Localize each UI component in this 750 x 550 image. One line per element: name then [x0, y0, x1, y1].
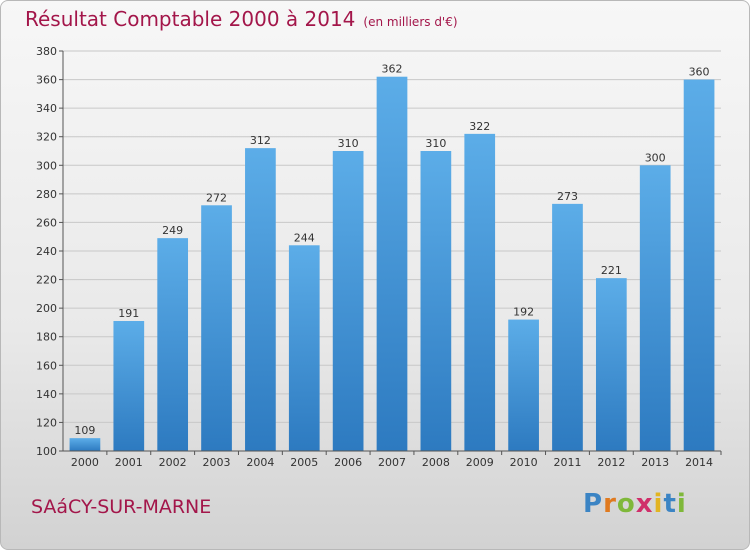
y-tick-label: 260	[36, 216, 57, 229]
y-tick-label: 240	[36, 245, 57, 258]
y-tick-label: 220	[36, 274, 57, 287]
data-label: 221	[601, 264, 622, 277]
bar	[508, 319, 539, 451]
data-label: 312	[250, 134, 271, 147]
data-label: 109	[74, 424, 95, 437]
bars	[69, 76, 715, 452]
bar	[595, 278, 627, 451]
data-labels: 109 191 249 272 312 244 310 362 310 322 192 273 221 3…	[74, 63, 709, 437]
y-tick-label: 360	[36, 74, 57, 87]
data-label: 249	[162, 224, 183, 237]
y-tick-label: 380	[36, 45, 57, 58]
x-tick-label: 2001	[115, 456, 143, 469]
bar	[332, 151, 364, 451]
x-tick-label: 2012	[597, 456, 625, 469]
x-tick-label: 2005	[290, 456, 318, 469]
x-tick-label: 2006	[334, 456, 362, 469]
y-tick-label: 200	[36, 302, 57, 315]
data-label: 272	[206, 191, 227, 204]
data-label: 322	[469, 120, 490, 133]
logo-letter: r	[603, 489, 617, 519]
title-text: Résultat Comptable 2000 à 2014	[25, 7, 356, 31]
data-label: 273	[557, 190, 578, 203]
data-label: 191	[118, 307, 139, 320]
logo-letter: P	[583, 489, 604, 519]
logo-letter: x	[635, 489, 654, 519]
x-tick-label: 2013	[641, 456, 669, 469]
data-label: 300	[645, 151, 666, 164]
y-tick-label: 340	[36, 102, 57, 115]
proxiti-logo: Proxiti	[583, 489, 687, 519]
data-label: 360	[689, 66, 710, 79]
bar	[245, 148, 276, 451]
bar	[639, 165, 671, 452]
logo-letter: t	[663, 489, 677, 519]
data-label: 310	[425, 137, 446, 150]
data-label: 192	[513, 306, 534, 319]
y-tick-label: 280	[36, 188, 57, 201]
axes: 100 120 140 160 180 200 220 240 260 280 300 320 340 3…	[36, 45, 722, 469]
x-tick-label: 2011	[553, 456, 581, 469]
x-tick-label: 2000	[71, 456, 99, 469]
chart-title: Résultat Comptable 2000 à 2014 (en millie…	[25, 7, 458, 31]
bar	[552, 203, 583, 451]
bar	[69, 438, 101, 451]
x-tick-label: 2010	[510, 456, 538, 469]
x-tick-label: 2008	[422, 456, 450, 469]
x-tick-label: 2014	[685, 456, 713, 469]
y-tick-label: 140	[36, 388, 57, 401]
data-label: 310	[338, 137, 359, 150]
logo-letter: o	[616, 489, 636, 519]
bar	[683, 79, 715, 452]
y-tick-label: 320	[36, 131, 57, 144]
x-tick-label: 2007	[378, 456, 406, 469]
bar	[464, 133, 496, 451]
y-tick-label: 300	[36, 159, 57, 172]
y-tick-label: 160	[36, 359, 57, 372]
chart-subtitle: (en milliers d'€)	[363, 15, 458, 29]
bar	[420, 151, 452, 451]
bar	[157, 238, 189, 451]
x-tick-label: 2003	[203, 456, 231, 469]
place-name: SAáCY-SUR-MARNE	[31, 496, 212, 518]
bar	[113, 321, 145, 451]
data-label: 244	[294, 231, 315, 244]
x-tick-label: 2004	[246, 456, 274, 469]
y-tick-label: 120	[36, 416, 57, 429]
x-tick-label: 2009	[466, 456, 494, 469]
y-tick-label: 100	[36, 445, 57, 458]
data-label: 362	[382, 63, 403, 76]
bar	[288, 245, 320, 451]
x-tick-label: 2002	[159, 456, 187, 469]
logo-letter: i	[653, 489, 664, 519]
logo-letter: i	[676, 489, 687, 519]
bar	[201, 205, 232, 451]
bar	[376, 76, 408, 451]
y-tick-label: 180	[36, 331, 57, 344]
